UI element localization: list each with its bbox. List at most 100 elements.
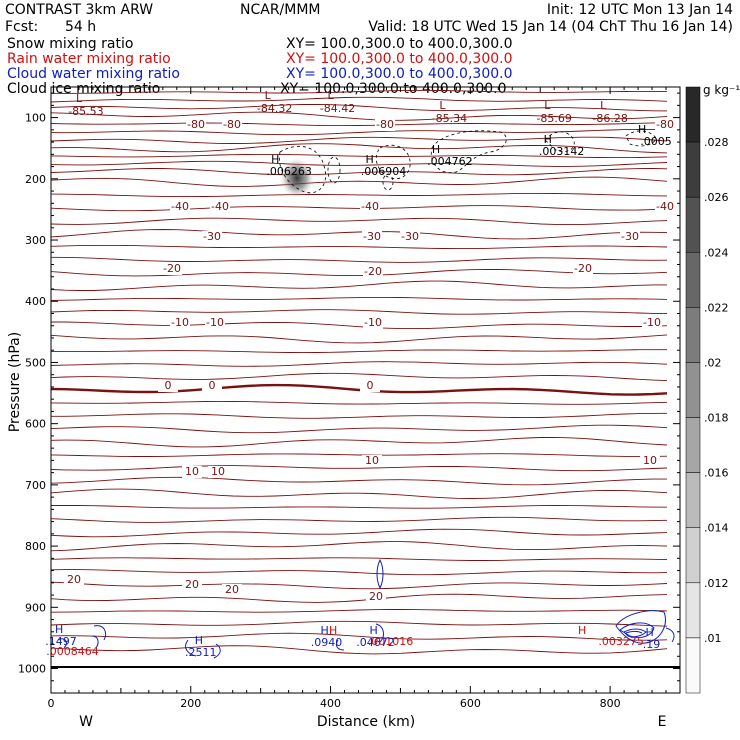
temperature-isotherm [50, 541, 668, 552]
contour-label: -80 [223, 118, 241, 131]
cloud-water-high-value: .2511 [185, 646, 217, 659]
snow-high-marker: H [432, 143, 440, 156]
cloud-water-high-value: .1497 [45, 635, 77, 648]
temperature-isotherm [50, 488, 668, 499]
temperature-isotherm [50, 256, 668, 263]
temperature-isotherm [50, 160, 668, 167]
contour-label: -30 [203, 230, 221, 243]
y-tick-label: 600 [25, 418, 46, 431]
contour-label-bg [182, 466, 202, 478]
snow-high-value: .0005 [640, 135, 672, 148]
temperature-isotherm [50, 122, 668, 127]
contour-label: 0 [209, 379, 216, 392]
contour-label-bg [573, 263, 593, 275]
forecast-value: 54 h [65, 19, 96, 35]
field-snow-xy: XY= 100.0,300.0 to 400.0,300.0 [286, 36, 513, 52]
temperature-isotherm [51, 505, 668, 509]
colorbar-swatch [685, 362, 701, 418]
low-marker: L [328, 89, 335, 102]
contour-label: 20 [369, 590, 383, 603]
field-cloudwater-xy: XY= 100.0,300.0 to 400.0,300.0 [286, 66, 513, 82]
temperature-isotherm [51, 412, 668, 419]
contour-label: 20 [225, 583, 239, 596]
contour-label-bg [655, 201, 675, 213]
contour-label-bg [362, 231, 382, 243]
contour-label-bg [360, 201, 380, 213]
colorbar-swatch [685, 196, 701, 253]
temperature-isotherm [50, 229, 668, 240]
temperature-isotherm [50, 176, 668, 187]
contour-label-bg [162, 263, 182, 275]
colorbar-swatch [685, 86, 701, 143]
colorbar-swatch [685, 637, 701, 694]
snow-high-marker: H [271, 153, 279, 166]
temperature-isotherm [50, 244, 668, 250]
low-marker: L [439, 99, 446, 112]
contour-label: -80 [656, 118, 674, 131]
temperature-isotherm [50, 111, 668, 121]
contour-label-bg [202, 231, 222, 243]
colorbar-unit: g kg⁻¹ [703, 83, 740, 97]
contour-label: -40 [211, 200, 229, 213]
snow-high-marker: H [544, 133, 552, 146]
colorbar-swatch [685, 141, 701, 198]
temperature-isotherm [50, 383, 668, 396]
temperature-isotherm [50, 334, 668, 344]
contour-label: -20 [574, 262, 592, 275]
cloud-water-high-marker: H [55, 623, 63, 636]
x-west-label: W [79, 714, 93, 730]
cloud-water-high-marker: H [369, 624, 377, 637]
low-marker: L [265, 89, 272, 102]
colorbar-swatch [685, 582, 701, 639]
contour-label-bg [210, 201, 230, 213]
contour-label: 10 [185, 465, 199, 478]
temperature-isotherm [50, 192, 668, 198]
contour-label-bg [362, 455, 382, 467]
temperature-isotherm [50, 528, 668, 538]
contour-label-bg [366, 591, 386, 603]
colorbar-label: .012 [704, 577, 729, 590]
low-marker: L [600, 99, 607, 112]
temperature-isotherm [50, 620, 668, 627]
colorbar-label: .028 [704, 136, 729, 149]
contour-label: -80 [187, 118, 205, 131]
field-rain-name: Rain water mixing ratio [7, 51, 171, 67]
colorbar-label: .022 [704, 301, 729, 314]
field-cloudice-name: Cloud ice mixing ratio [7, 81, 160, 97]
contour-label: 20 [67, 573, 81, 586]
contour-label: 20 [185, 578, 199, 591]
contour-label-bg [205, 317, 225, 329]
snow-high-value: .003142 [539, 145, 585, 158]
snow-contours [278, 130, 657, 194]
cloud-water-high-value: .0940 [311, 636, 343, 649]
contour-label: -10 [643, 316, 661, 329]
colorbar-label: .024 [704, 246, 729, 259]
rain-high-marker: H [578, 624, 586, 637]
temperature-isotherm [50, 372, 668, 382]
contour-label-bg [360, 380, 380, 392]
colorbar-label: .014 [704, 522, 729, 535]
low-value: -84.42 [320, 102, 355, 115]
temperature-isotherm [50, 453, 668, 457]
contour-label-bg [642, 317, 662, 329]
contour-label: -40 [361, 200, 379, 213]
snow-high-marker: H [638, 123, 646, 136]
y-axis-label: Pressure (hPa) [7, 332, 23, 432]
rain-high-marker: H [329, 624, 337, 637]
field-snow-name: Snow mixing ratio [7, 36, 133, 52]
contour-label-bg [64, 574, 84, 586]
contour-label-bg [655, 119, 675, 131]
contour-label-bg [170, 201, 190, 213]
temperature-isotherm [50, 516, 668, 523]
contour-label: -20 [364, 265, 382, 278]
contour-label: -30 [363, 230, 381, 243]
contour-label: 0 [367, 379, 374, 392]
low-marker: L [544, 99, 551, 112]
contour-label: -10 [206, 316, 224, 329]
field-cloudwater-name: Cloud water mixing ratio [7, 66, 180, 82]
temperature-isotherm [50, 153, 668, 159]
temperature-isotherm [50, 569, 668, 576]
low-value: -85.53 [68, 105, 103, 118]
temperature-isotherm [50, 361, 668, 367]
temperature-isotherm [50, 217, 668, 226]
